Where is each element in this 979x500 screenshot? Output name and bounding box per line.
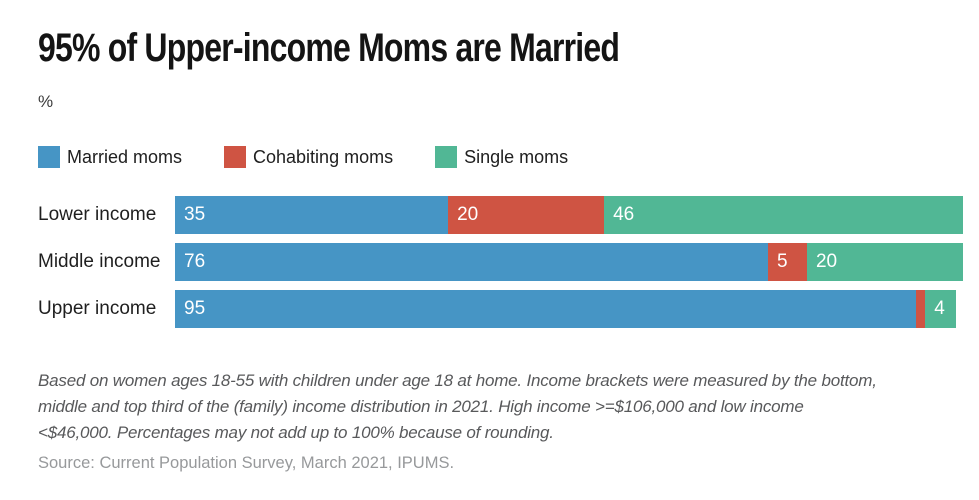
legend-item-cohabiting-moms: Cohabiting moms (224, 146, 393, 168)
footnote-line-2: middle and top third of the (family) inc… (38, 397, 804, 416)
stacked-bar-chart: Lower income 35 20 46 Middle income 76 5 20 Uppe… (38, 196, 963, 328)
bar-track: 76 5 20 (175, 243, 963, 281)
bar-segment: 4 (925, 290, 957, 328)
bar-row: Middle income 76 5 20 (38, 243, 963, 281)
bar-segment (916, 290, 926, 328)
legend: Married moms Cohabiting moms Single moms (38, 146, 963, 168)
legend-swatch-single-icon (435, 146, 458, 168)
bar-track: 95 4 (175, 290, 963, 328)
bar-segment: 35 (175, 196, 449, 234)
category-label: Lower income (38, 204, 157, 225)
chart-title: 95% of Upper-income Moms are Married (38, 26, 620, 70)
footnote-line-3: <$46,000. Percentages may not add up to … (38, 423, 554, 442)
bar-row: Lower income 35 20 46 (38, 196, 963, 234)
bar-segment: 76 (175, 243, 768, 281)
legend-label-married-moms: Married moms (67, 146, 183, 167)
footnote-line-1: Based on women ages 18-55 with children … (38, 371, 877, 390)
legend-label-cohabiting-moms: Cohabiting moms (253, 146, 394, 167)
legend-label-single-moms: Single moms (464, 146, 569, 167)
bar-segment: 5 (767, 243, 807, 281)
legend-item-married-moms: Married moms (38, 146, 182, 168)
legend-item-single-moms: Single moms (435, 146, 568, 168)
legend-swatch-cohabiting-icon (224, 146, 247, 168)
bar-segment: 46 (604, 196, 963, 234)
bar-segment: 20 (806, 243, 963, 281)
legend-swatch-married-icon (38, 146, 60, 168)
source-line: Source: Current Population Survey, March… (38, 454, 455, 472)
bar-segment: 95 (175, 290, 917, 328)
bar-track: 35 20 46 (175, 196, 963, 234)
bar-row: Upper income 95 4 (38, 290, 963, 328)
unit-label: % (38, 92, 54, 111)
category-label: Middle income (38, 251, 161, 272)
bar-segment: 20 (448, 196, 605, 234)
category-label: Upper income (38, 298, 157, 319)
footnote: Based on women ages 18-55 with children … (38, 368, 963, 446)
